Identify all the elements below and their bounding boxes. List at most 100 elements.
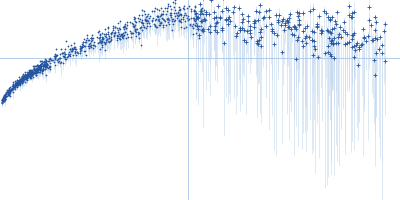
Point bbox=[10, 80, 16, 83]
Point bbox=[37, 66, 43, 69]
Point bbox=[17, 79, 24, 83]
Point bbox=[198, 25, 204, 28]
Point bbox=[172, 8, 179, 11]
Point bbox=[294, 36, 301, 39]
Point bbox=[18, 80, 24, 83]
Point bbox=[40, 64, 47, 67]
Point bbox=[7, 86, 13, 89]
Point bbox=[25, 74, 32, 78]
Point bbox=[30, 65, 36, 68]
Point bbox=[27, 73, 34, 76]
Point bbox=[11, 86, 18, 89]
Point bbox=[5, 88, 11, 91]
Point bbox=[198, 8, 204, 11]
Point bbox=[368, 23, 375, 26]
Point bbox=[39, 61, 45, 64]
Point bbox=[14, 80, 20, 84]
Point bbox=[10, 87, 16, 90]
Point bbox=[163, 23, 169, 26]
Point bbox=[285, 21, 291, 24]
Point bbox=[128, 32, 134, 35]
Point bbox=[40, 63, 46, 66]
Point bbox=[349, 37, 355, 40]
Point bbox=[356, 47, 362, 51]
Point bbox=[6, 88, 13, 92]
Point bbox=[180, 15, 186, 18]
Point bbox=[318, 31, 324, 35]
Point bbox=[24, 72, 31, 75]
Point bbox=[26, 69, 32, 72]
Point bbox=[190, 17, 196, 20]
Point bbox=[61, 50, 68, 53]
Point bbox=[63, 57, 70, 60]
Point bbox=[122, 30, 128, 33]
Point bbox=[87, 46, 94, 49]
Point bbox=[254, 40, 260, 43]
Point bbox=[137, 27, 144, 30]
Point bbox=[254, 19, 261, 22]
Point bbox=[122, 26, 129, 30]
Point bbox=[136, 13, 142, 16]
Point bbox=[183, 25, 190, 28]
Point bbox=[358, 42, 365, 46]
Point bbox=[44, 63, 50, 66]
Point bbox=[44, 66, 50, 69]
Point bbox=[269, 27, 275, 30]
Point bbox=[46, 65, 53, 68]
Point bbox=[124, 32, 130, 35]
Point bbox=[154, 25, 160, 28]
Point bbox=[87, 43, 94, 47]
Point bbox=[10, 87, 16, 90]
Point bbox=[58, 47, 65, 51]
Point bbox=[366, 18, 372, 21]
Point bbox=[26, 77, 33, 80]
Point bbox=[192, 13, 198, 16]
Point bbox=[372, 28, 378, 31]
Point bbox=[324, 51, 331, 54]
Point bbox=[256, 11, 262, 14]
Point bbox=[190, 23, 196, 26]
Point bbox=[99, 37, 105, 40]
Point bbox=[331, 56, 337, 59]
Point bbox=[38, 64, 45, 67]
Point bbox=[160, 17, 166, 20]
Point bbox=[178, 12, 184, 15]
Point bbox=[132, 20, 139, 23]
Point bbox=[106, 36, 112, 39]
Point bbox=[328, 32, 334, 35]
Point bbox=[21, 75, 28, 78]
Point bbox=[116, 32, 122, 35]
Point bbox=[71, 46, 78, 49]
Point bbox=[303, 42, 309, 45]
Point bbox=[212, 21, 219, 25]
Point bbox=[110, 29, 116, 32]
Point bbox=[79, 43, 86, 46]
Point bbox=[22, 76, 28, 79]
Point bbox=[20, 75, 26, 78]
Point bbox=[38, 63, 44, 66]
Point bbox=[158, 13, 164, 16]
Point bbox=[19, 77, 25, 80]
Point bbox=[94, 31, 101, 34]
Point bbox=[14, 83, 21, 86]
Point bbox=[199, 19, 206, 22]
Point bbox=[30, 72, 36, 75]
Point bbox=[335, 35, 342, 39]
Point bbox=[24, 77, 30, 80]
Point bbox=[248, 35, 254, 38]
Point bbox=[11, 84, 17, 87]
Point bbox=[207, 24, 214, 28]
Point bbox=[232, 24, 239, 27]
Point bbox=[342, 43, 348, 46]
Point bbox=[192, 20, 198, 23]
Point bbox=[168, 8, 174, 11]
Point bbox=[142, 18, 148, 21]
Point bbox=[86, 46, 92, 49]
Point bbox=[38, 65, 44, 68]
Point bbox=[158, 13, 164, 16]
Point bbox=[20, 74, 27, 78]
Point bbox=[108, 35, 114, 38]
Point bbox=[20, 77, 26, 81]
Point bbox=[6, 87, 13, 90]
Point bbox=[178, 26, 184, 29]
